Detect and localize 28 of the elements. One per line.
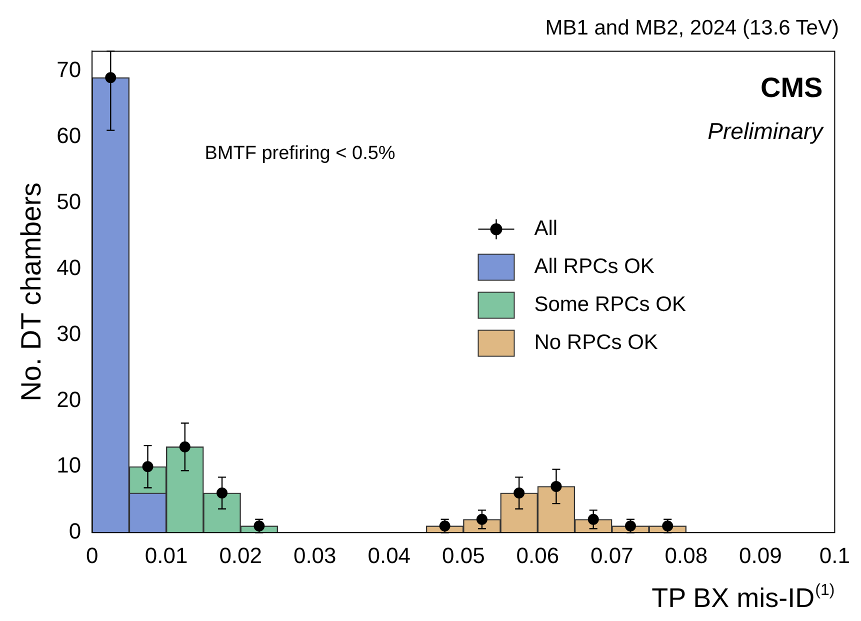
- y-axis-title: No. DT chambers: [16, 182, 47, 402]
- y-tick-label: 60: [56, 122, 82, 148]
- y-tick-label: 40: [56, 254, 82, 280]
- legend-label: All RPCs OK: [534, 254, 654, 278]
- x-tick-label: 0.03: [293, 542, 336, 568]
- annotation: CMS: [760, 72, 823, 104]
- annotation: BMTF prefiring < 0.5%: [204, 143, 396, 164]
- x-tick-label: 0.01: [144, 542, 188, 568]
- x-tick-label: 0.08: [664, 542, 708, 568]
- x-tick-label: 0.09: [739, 542, 782, 568]
- x-tick-label: 0.1: [819, 542, 850, 568]
- x-tick-label: 0.07: [590, 542, 634, 568]
- x-tick-label: 0.06: [516, 542, 560, 568]
- annotation: Preliminary: [708, 118, 824, 144]
- chart-title: MB1 and MB2, 2024 (13.6 TeV): [545, 16, 839, 40]
- y-tick-label: 70: [56, 57, 82, 82]
- y-tick-label: 10: [56, 452, 82, 478]
- y-tick-label: 0: [68, 518, 82, 544]
- x-tick-label: 0.02: [219, 542, 262, 568]
- x-tick-label: 0: [86, 542, 98, 568]
- y-tick-label: 50: [56, 188, 82, 214]
- legend-label: All: [534, 216, 558, 240]
- y-tick-label: 30: [56, 320, 82, 346]
- legend-label: No RPCs OK: [534, 330, 658, 354]
- y-tick-label: 20: [56, 386, 82, 412]
- x-tick-label: 0.05: [442, 542, 485, 568]
- x-tick-label: 0.04: [368, 542, 411, 568]
- legend-label: Some RPCs OK: [534, 292, 686, 316]
